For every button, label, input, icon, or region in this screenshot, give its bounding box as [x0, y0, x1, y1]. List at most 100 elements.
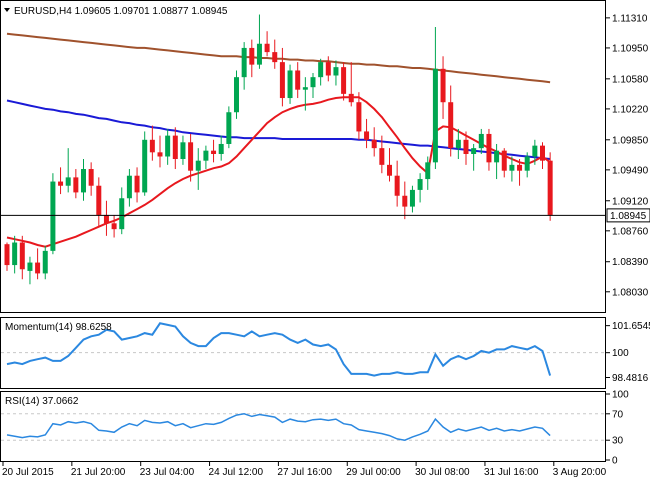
rsi-tick-label: 30: [612, 436, 624, 447]
candle-bull: [532, 145, 538, 157]
time-tick-label: 27 Jul 16:00: [277, 467, 332, 478]
candle-bear: [134, 175, 140, 193]
candle-bull: [478, 133, 484, 149]
candle-bear: [149, 139, 155, 153]
dropdown-triangle-icon[interactable]: [4, 8, 10, 12]
candle-bear: [517, 164, 523, 171]
candle-bull: [471, 148, 477, 154]
momentum-indicator: 101.6545 100 98.4816: [1, 321, 650, 384]
symbol-header: EURUSD,H4 1.09605 1.09701 1.08877 1.0894…: [14, 6, 228, 17]
candle-bear: [35, 262, 41, 274]
candle-bull: [119, 198, 125, 230]
candle-bull: [234, 77, 239, 113]
candle-bull: [302, 87, 308, 90]
candle-bull: [287, 70, 293, 99]
time-tick-label: 20 Jul 2015: [2, 467, 54, 478]
candle-bear: [211, 150, 217, 154]
candle-bull: [241, 47, 247, 78]
candle-bear: [172, 135, 178, 160]
candle-bull: [333, 67, 339, 76]
rsi-title: RSI(14) 37.0662: [5, 396, 79, 407]
price-tick-label: 1.08030: [612, 287, 649, 298]
momentum-line: [6, 322, 552, 377]
candle-bear: [295, 70, 301, 90]
candle-bear: [348, 93, 354, 103]
rsi-tick-label: 70: [612, 409, 624, 420]
ma-line-ma_mid: [6, 99, 551, 160]
time-tick-label: 21 Jul 20:00: [71, 467, 126, 478]
candle-bull: [310, 77, 316, 88]
rsi-line: [6, 413, 551, 441]
candle-bull: [195, 160, 201, 171]
candle-bull: [12, 242, 18, 266]
momentum-panel-frame: [0, 317, 606, 389]
candle-bear: [88, 169, 94, 186]
candle-bull: [50, 181, 56, 251]
candle-bull: [509, 164, 515, 171]
candle-bear: [73, 177, 79, 193]
time-axis: 20 Jul 2015 21 Jul 20:00 23 Jul 04:00 24 Ju…: [2, 462, 607, 478]
candle-bear: [364, 131, 370, 140]
candle-bear: [19, 242, 25, 270]
price-tick-label: 1.08390: [612, 257, 649, 268]
candle-bear: [249, 47, 255, 65]
moving-averages: [6, 32, 551, 248]
candle-bull: [180, 142, 186, 160]
candle-bear: [279, 62, 285, 99]
candle-bull: [455, 139, 461, 149]
candle-bear: [188, 142, 194, 171]
current-price-label: 1.08945: [610, 211, 647, 222]
ma-line-ma_slow: [6, 32, 551, 84]
candle-bull: [165, 135, 171, 157]
price-panel-frame: [0, 0, 606, 313]
candle-bull: [318, 62, 324, 78]
ma-line-ma_fast: [6, 96, 551, 248]
candle-bear: [371, 139, 377, 149]
candle-bear: [272, 52, 278, 63]
rsi-tick-label: 100: [612, 390, 629, 401]
price-tick-label: 1.09850: [612, 135, 649, 146]
time-tick-label: 31 Jul 16:00: [484, 467, 539, 478]
candle-bear: [440, 68, 446, 103]
price-tick-label: 1.10220: [612, 104, 649, 115]
candle-bear: [501, 150, 507, 171]
time-tick-label: 29 Jul 00:00: [346, 467, 401, 478]
candle-bull: [27, 262, 33, 271]
candle-bull: [126, 175, 132, 199]
candle-bear: [103, 214, 109, 224]
candle-bull: [409, 189, 415, 207]
momentum-title: Momentum(14) 98.6258: [5, 322, 112, 333]
price-tick-label: 1.09120: [612, 196, 649, 207]
time-tick-label: 3 Aug 20:00: [553, 467, 607, 478]
candle-bull: [524, 156, 530, 171]
candle-bear: [325, 62, 331, 76]
candle-bull: [417, 179, 423, 190]
candle-bear: [448, 102, 454, 149]
price-tick-label: 1.10950: [612, 43, 649, 54]
candle-bear: [486, 133, 492, 163]
price-tick-label: 1.11310: [612, 13, 648, 24]
candle-bear: [356, 102, 362, 132]
candle-bear: [111, 223, 117, 230]
candle-bear: [387, 164, 392, 176]
time-tick-label: 30 Jul 08:00: [415, 467, 470, 478]
candlesticks: [4, 14, 553, 285]
price-axis: 1.11310 1.10950 1.10580 1.10220 1.09850 1.094…: [606, 13, 649, 298]
candle-bull: [42, 250, 48, 274]
time-tick-label: 23 Jul 04:00: [140, 467, 195, 478]
candle-bull: [425, 162, 431, 180]
momentum-tick-label: 98.4816: [612, 373, 649, 384]
momentum-tick-label: 100: [612, 348, 629, 359]
momentum-tick-label: 101.6545: [612, 321, 650, 332]
candle-bear: [341, 67, 347, 94]
rsi-indicator: 100 70 30 0: [1, 390, 629, 467]
candle-bear: [96, 185, 102, 215]
candle-bear: [157, 152, 163, 157]
rsi-tick-label: 0: [612, 456, 618, 467]
candle-bull: [203, 150, 209, 161]
candle-bull: [226, 112, 232, 144]
price-tick-label: 1.09490: [612, 165, 649, 176]
candle-bull: [81, 169, 86, 193]
